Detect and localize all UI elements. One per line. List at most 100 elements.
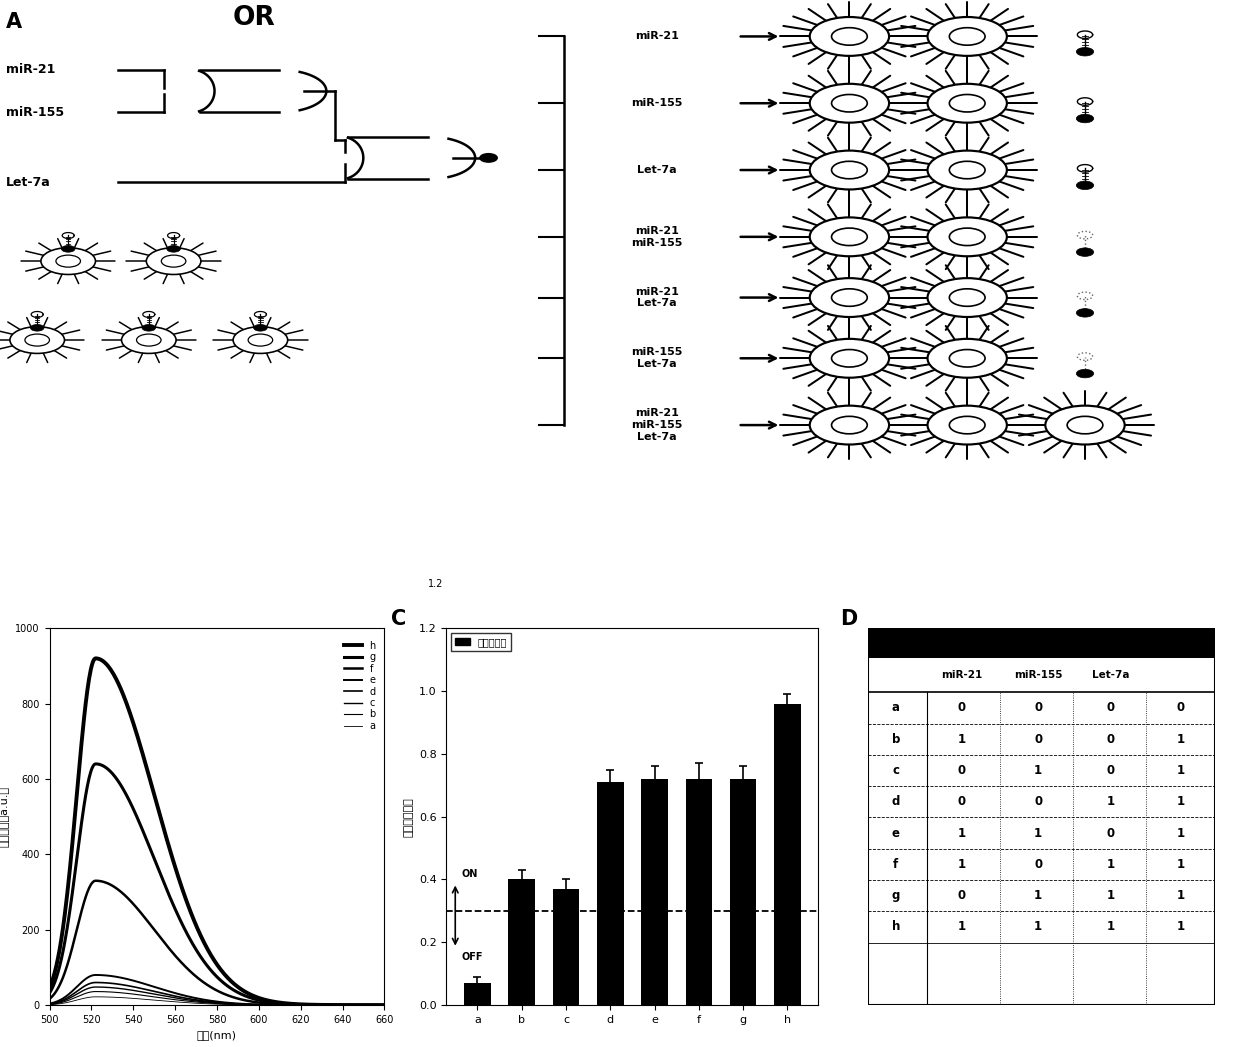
- Text: 1: 1: [957, 920, 966, 934]
- Text: miR-21
Let-7a: miR-21 Let-7a: [635, 287, 680, 309]
- Circle shape: [56, 255, 81, 267]
- Circle shape: [62, 245, 76, 252]
- Text: 0: 0: [1177, 701, 1184, 714]
- Text: 0: 0: [957, 701, 966, 714]
- Text: 1: 1: [1177, 733, 1184, 745]
- Text: 1: 1: [1177, 857, 1184, 871]
- Text: 1: 1: [1107, 796, 1115, 808]
- Circle shape: [146, 248, 201, 274]
- Text: 1: 1: [957, 826, 966, 840]
- Text: 0: 0: [1107, 733, 1115, 745]
- Bar: [730, 779, 756, 1005]
- Text: OFF: OFF: [461, 952, 484, 962]
- Bar: [596, 782, 624, 1005]
- Text: a: a: [892, 701, 900, 714]
- Text: miR-155: miR-155: [1014, 670, 1063, 681]
- Circle shape: [1076, 181, 1094, 190]
- Bar: [464, 983, 491, 1005]
- Circle shape: [950, 94, 985, 112]
- Circle shape: [810, 218, 889, 257]
- Text: b: b: [892, 733, 900, 745]
- Text: miR-21: miR-21: [6, 63, 56, 76]
- Text: 0: 0: [1107, 826, 1115, 840]
- Circle shape: [233, 327, 288, 354]
- Text: miR-155: miR-155: [631, 98, 683, 108]
- Bar: [868, 659, 1215, 692]
- Text: 1: 1: [1107, 857, 1115, 871]
- Circle shape: [928, 339, 1007, 378]
- Circle shape: [1068, 417, 1102, 433]
- Circle shape: [480, 154, 497, 162]
- Text: 1: 1: [1034, 826, 1042, 840]
- Circle shape: [136, 334, 161, 347]
- Y-axis label: 荧光强度（a.u.）: 荧光强度（a.u.）: [0, 786, 10, 847]
- Legend: 磁球荧光质: 磁球荧光质: [451, 633, 511, 651]
- Text: 0: 0: [957, 764, 966, 777]
- Text: 0: 0: [1034, 796, 1042, 808]
- Circle shape: [928, 84, 1007, 122]
- Circle shape: [1076, 370, 1094, 378]
- Text: Let-7a: Let-7a: [637, 165, 677, 175]
- Text: 0: 0: [1107, 701, 1115, 714]
- Bar: [553, 889, 579, 1005]
- Circle shape: [928, 279, 1007, 317]
- Circle shape: [832, 417, 867, 433]
- Circle shape: [810, 339, 889, 378]
- Text: 1: 1: [1034, 764, 1042, 777]
- Circle shape: [166, 245, 181, 252]
- Circle shape: [950, 417, 985, 433]
- Circle shape: [122, 327, 176, 354]
- Text: c: c: [893, 764, 899, 777]
- Text: OR: OR: [233, 5, 275, 31]
- Circle shape: [1076, 114, 1094, 122]
- Circle shape: [1076, 309, 1094, 317]
- Text: 0: 0: [1034, 733, 1042, 745]
- Circle shape: [950, 27, 985, 45]
- Text: 1: 1: [1034, 920, 1042, 934]
- Text: 1: 1: [1034, 889, 1042, 903]
- Circle shape: [928, 218, 1007, 257]
- Text: D: D: [841, 609, 858, 629]
- Text: 1: 1: [1107, 889, 1115, 903]
- Circle shape: [832, 289, 867, 307]
- X-axis label: 波长(nm): 波长(nm): [197, 1030, 237, 1041]
- Circle shape: [810, 84, 889, 122]
- Text: miR-21
miR-155
Let-7a: miR-21 miR-155 Let-7a: [631, 408, 683, 442]
- Text: ON: ON: [461, 869, 479, 879]
- Text: Let-7a: Let-7a: [6, 176, 51, 188]
- Legend: h, g, f, e, d, c, b, a: h, g, f, e, d, c, b, a: [340, 637, 379, 735]
- Circle shape: [25, 334, 50, 347]
- Circle shape: [248, 334, 273, 347]
- Circle shape: [1076, 248, 1094, 257]
- Text: 1: 1: [957, 857, 966, 871]
- Bar: [508, 879, 534, 1005]
- Text: f: f: [893, 857, 899, 871]
- Text: miR-155: miR-155: [6, 106, 64, 119]
- Circle shape: [1076, 47, 1094, 55]
- Circle shape: [832, 161, 867, 179]
- Bar: [641, 779, 668, 1005]
- Text: 1: 1: [1177, 889, 1184, 903]
- Circle shape: [928, 17, 1007, 55]
- Circle shape: [832, 27, 867, 45]
- Text: miR-155
Let-7a: miR-155 Let-7a: [631, 348, 683, 370]
- Text: 1: 1: [1107, 920, 1115, 934]
- Circle shape: [1045, 405, 1125, 445]
- Text: 0: 0: [1034, 701, 1042, 714]
- Text: h: h: [892, 920, 900, 934]
- Circle shape: [928, 151, 1007, 190]
- Text: 1: 1: [1177, 796, 1184, 808]
- Circle shape: [254, 325, 268, 331]
- Circle shape: [832, 94, 867, 112]
- Bar: [686, 779, 712, 1005]
- Circle shape: [810, 405, 889, 445]
- Text: 1: 1: [1177, 920, 1184, 934]
- Text: miR-21: miR-21: [635, 31, 680, 42]
- Circle shape: [832, 228, 867, 246]
- Text: 1: 1: [1177, 826, 1184, 840]
- Circle shape: [161, 255, 186, 267]
- Circle shape: [10, 327, 64, 354]
- Text: A: A: [6, 13, 22, 32]
- Text: d: d: [892, 796, 900, 808]
- Text: 0: 0: [1107, 764, 1115, 777]
